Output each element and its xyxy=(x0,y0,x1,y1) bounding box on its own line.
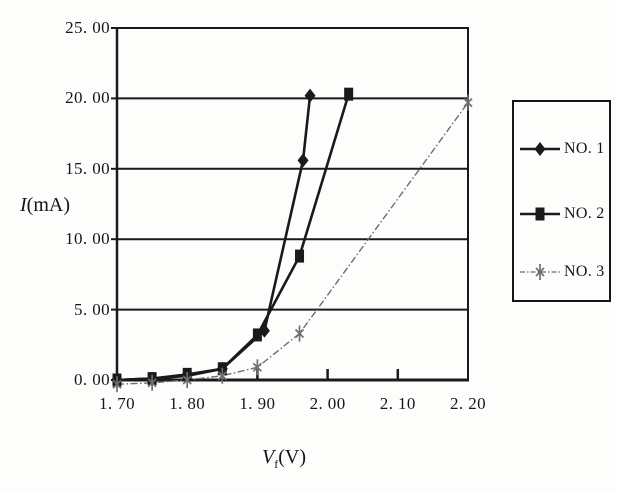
legend-star-swatch xyxy=(520,264,560,280)
diamond-marker xyxy=(304,88,316,103)
legend-label: NO. 2 xyxy=(564,205,605,222)
y-tick-label: 20. 00 xyxy=(65,88,110,108)
x-tick-label: 1. 70 xyxy=(99,394,135,413)
x-tick-label: 1. 90 xyxy=(239,394,276,413)
legend-square-swatch xyxy=(520,207,560,221)
y-tick-label: 25. 00 xyxy=(65,18,110,37)
y-axis-variable: I xyxy=(20,194,27,216)
star-marker xyxy=(182,372,192,388)
x-axis-variable: V xyxy=(262,446,275,468)
legend-item-3: NO. 3 xyxy=(519,263,605,281)
legend-box: NO. 1 NO. 2 NO. 3 xyxy=(512,100,611,302)
x-axis-subscript: f xyxy=(274,457,279,471)
series-line-2 xyxy=(116,93,350,382)
y-axis-unit: (mA) xyxy=(26,194,70,216)
diamond-marker xyxy=(297,153,309,168)
star-marker xyxy=(535,264,545,280)
legend-item-2: NO. 2 xyxy=(519,205,605,223)
y-tick-label: 10. 00 xyxy=(65,229,110,249)
legend-label: NO. 3 xyxy=(564,263,605,280)
legend-item-1: NO. 1 xyxy=(519,140,605,158)
square-marker xyxy=(252,328,262,342)
star-marker xyxy=(112,376,122,393)
x-axis-unit: (V) xyxy=(278,446,306,468)
x-tick-label: 2. 10 xyxy=(379,394,416,413)
diamond-marker xyxy=(534,142,546,156)
star-marker xyxy=(217,367,227,384)
y-tick-label: 15. 00 xyxy=(65,158,110,178)
x-tick-label: 1. 80 xyxy=(169,394,206,413)
x-tick-label: 2. 20 xyxy=(450,394,486,413)
series-line-1 xyxy=(116,95,312,382)
star-marker xyxy=(463,94,473,111)
legend-label: NO. 1 xyxy=(564,140,605,157)
square-marker xyxy=(295,249,305,263)
star-marker xyxy=(147,374,157,391)
legend-diamond-swatch xyxy=(520,142,560,156)
star-marker xyxy=(294,325,305,342)
series-line-3 xyxy=(116,102,469,385)
x-tick-label: 2. 00 xyxy=(309,394,346,413)
y-axis-title: I(mA) xyxy=(20,194,70,217)
square-marker xyxy=(535,207,545,221)
square-marker xyxy=(344,87,354,101)
y-tick-label: 5. 00 xyxy=(74,299,110,319)
x-axis-title: Vf(V) xyxy=(262,446,306,471)
star-marker xyxy=(252,359,263,376)
y-tick-label: 0. 00 xyxy=(74,370,110,389)
